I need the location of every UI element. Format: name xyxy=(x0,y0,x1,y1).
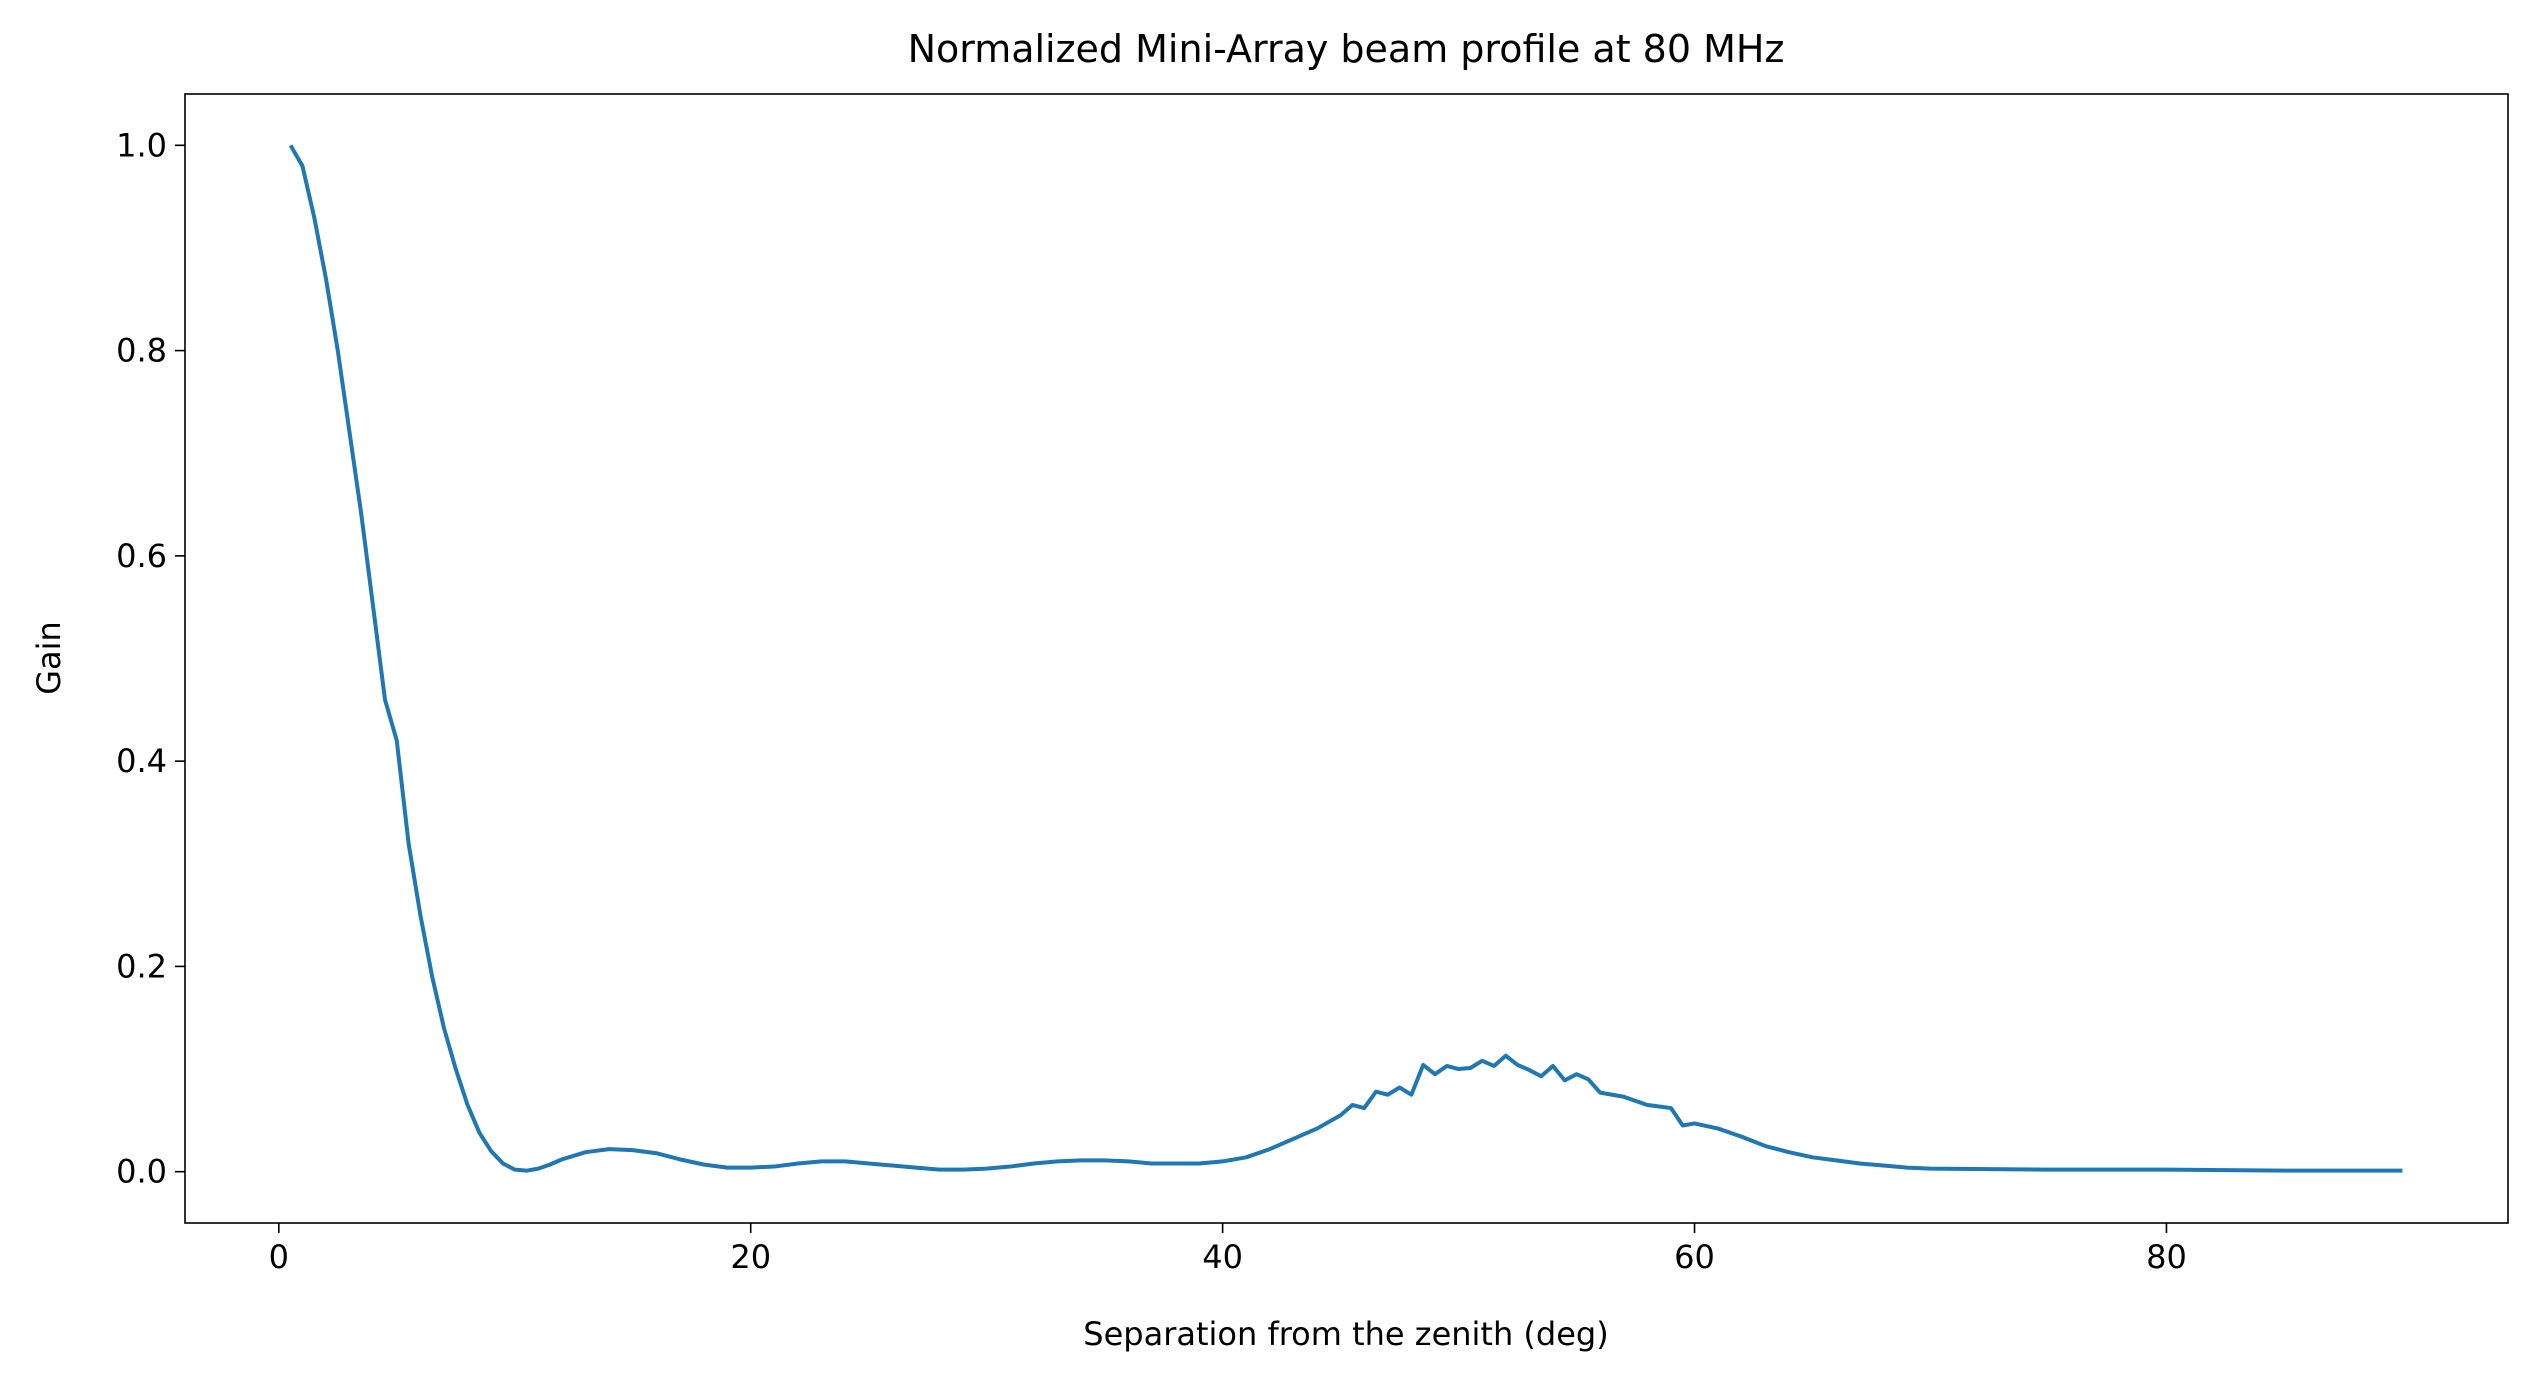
x-tick-label: 60 xyxy=(1674,1238,1715,1276)
y-tick-label: 0.8 xyxy=(116,332,167,370)
y-tick-label: 0.6 xyxy=(116,537,167,575)
plot-frame xyxy=(184,93,2509,1224)
x-tick-label: 80 xyxy=(2146,1238,2187,1276)
y-tick-label: 0.2 xyxy=(116,947,167,985)
chart-title: Normalized Mini-Array beam profile at 80… xyxy=(908,27,1785,71)
x-tick-label: 20 xyxy=(730,1238,771,1276)
line-series xyxy=(288,144,2403,1173)
x-axis-label: Separation from the zenith (deg) xyxy=(1083,1315,1608,1353)
y-axis-label: Gain xyxy=(30,621,68,695)
x-tick-label: 0 xyxy=(269,1238,289,1276)
y-tick-label: 0.4 xyxy=(116,742,167,780)
y-tick-label: 0.0 xyxy=(116,1153,167,1191)
x-tick-label: 40 xyxy=(1202,1238,1243,1276)
y-tick-label: 1.0 xyxy=(116,126,167,164)
